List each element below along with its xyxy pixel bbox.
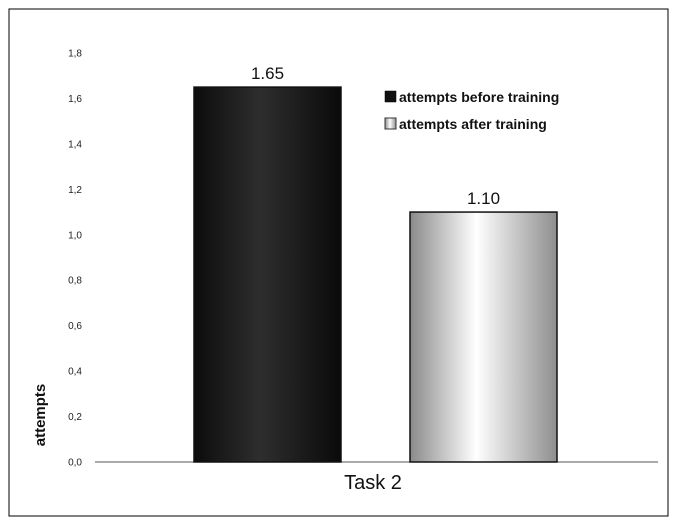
- y-tick-label: 0,8: [68, 276, 82, 287]
- legend-swatch-after-training: [384, 117, 397, 130]
- legend-item-after-training: attempts after training: [384, 116, 547, 132]
- y-tick-label: 0,2: [68, 412, 82, 423]
- bars: [193, 86, 558, 463]
- y-tick-label: 0,6: [68, 321, 82, 332]
- y-tick-label: 1,4: [68, 139, 82, 150]
- y-axis-title: attempts: [32, 384, 49, 447]
- legend-item-before-training: attempts before training: [384, 89, 559, 105]
- y-tick-label: 1,2: [68, 185, 82, 196]
- data-labels: 1.65 1.10: [251, 64, 500, 208]
- bar-after-training: [409, 211, 558, 463]
- category-label: Task 2: [344, 472, 402, 494]
- y-tick-label: 1,8: [68, 49, 82, 60]
- y-tick-label: 1,6: [68, 94, 82, 105]
- legend: attempts before training attempts after …: [384, 89, 559, 132]
- data-label-before-training: 1.65: [251, 64, 284, 83]
- y-axis-ticks: 0,0 0,2 0,4 0,6 0,8 1,0 1,2 1,4 1,6 1,8: [68, 49, 82, 469]
- legend-swatch-before-training: [384, 90, 397, 103]
- bar-before-training: [193, 86, 342, 463]
- y-tick-label: 1,0: [68, 230, 82, 241]
- y-tick-label: 0,0: [68, 458, 82, 469]
- legend-label-before-training: attempts before training: [399, 89, 559, 105]
- legend-label-after-training: attempts after training: [399, 116, 547, 132]
- y-tick-label: 0,4: [68, 367, 82, 378]
- data-label-after-training: 1.10: [467, 189, 500, 208]
